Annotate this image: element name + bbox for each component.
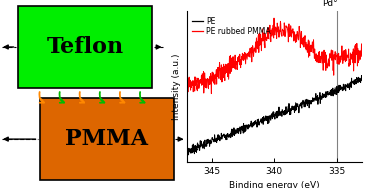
Legend: PE, PE rubbed PMMA: PE, PE rubbed PMMA bbox=[190, 15, 273, 38]
X-axis label: Binding energy (eV): Binding energy (eV) bbox=[229, 181, 319, 188]
Text: Pd°: Pd° bbox=[322, 0, 338, 8]
Y-axis label: Intensity (a.u.): Intensity (a.u.) bbox=[172, 53, 181, 120]
Text: Teflon: Teflon bbox=[46, 36, 123, 58]
Bar bbox=[18, 6, 152, 88]
Bar bbox=[40, 98, 174, 180]
Text: PMMA: PMMA bbox=[65, 128, 148, 150]
